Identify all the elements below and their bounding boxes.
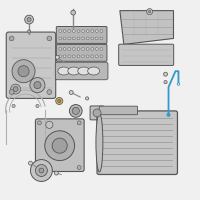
FancyBboxPatch shape [35, 119, 84, 171]
Circle shape [30, 78, 45, 93]
Circle shape [100, 48, 103, 50]
Ellipse shape [88, 67, 100, 75]
Circle shape [39, 168, 44, 173]
Circle shape [86, 97, 89, 100]
Circle shape [45, 131, 75, 161]
FancyBboxPatch shape [99, 106, 138, 115]
Circle shape [69, 90, 73, 94]
FancyBboxPatch shape [90, 106, 104, 120]
Circle shape [63, 37, 66, 40]
Circle shape [164, 81, 167, 84]
Circle shape [34, 82, 41, 89]
Circle shape [100, 37, 103, 40]
Circle shape [68, 37, 71, 40]
Circle shape [91, 37, 94, 40]
Circle shape [18, 66, 29, 77]
Circle shape [95, 30, 98, 32]
Circle shape [59, 30, 62, 32]
Circle shape [177, 83, 180, 85]
Circle shape [36, 104, 39, 108]
Circle shape [63, 55, 66, 58]
Circle shape [68, 30, 71, 32]
Circle shape [47, 36, 52, 41]
Circle shape [30, 160, 52, 181]
Circle shape [27, 18, 31, 22]
Circle shape [100, 55, 103, 58]
Ellipse shape [68, 67, 80, 75]
Circle shape [58, 99, 61, 103]
Circle shape [72, 37, 75, 40]
Circle shape [100, 30, 103, 32]
Circle shape [91, 30, 94, 32]
Circle shape [72, 55, 75, 58]
Circle shape [147, 9, 153, 15]
Circle shape [77, 55, 80, 58]
Circle shape [82, 37, 85, 40]
Circle shape [77, 37, 80, 40]
Circle shape [86, 37, 89, 40]
Circle shape [46, 121, 53, 128]
Circle shape [77, 48, 80, 50]
FancyBboxPatch shape [119, 44, 174, 65]
Circle shape [91, 55, 94, 58]
Circle shape [72, 30, 75, 32]
Circle shape [68, 48, 71, 50]
Circle shape [95, 37, 98, 40]
Circle shape [56, 97, 63, 105]
Circle shape [59, 48, 62, 50]
Circle shape [77, 121, 81, 125]
Circle shape [164, 72, 168, 76]
Circle shape [95, 55, 98, 58]
Ellipse shape [78, 67, 90, 75]
Circle shape [82, 30, 85, 32]
Circle shape [82, 55, 85, 58]
Circle shape [148, 10, 151, 13]
Circle shape [77, 166, 81, 170]
FancyBboxPatch shape [55, 62, 108, 80]
Circle shape [91, 48, 94, 50]
Circle shape [55, 55, 59, 59]
Circle shape [9, 36, 14, 41]
Circle shape [72, 48, 75, 50]
Circle shape [63, 48, 66, 50]
Circle shape [25, 15, 33, 24]
Polygon shape [120, 11, 173, 44]
FancyBboxPatch shape [97, 111, 177, 174]
Circle shape [95, 48, 98, 50]
Ellipse shape [96, 113, 103, 172]
Circle shape [77, 30, 80, 32]
Circle shape [72, 107, 79, 114]
Circle shape [9, 90, 14, 94]
Circle shape [86, 30, 89, 32]
Circle shape [12, 104, 15, 108]
Circle shape [71, 10, 76, 15]
Circle shape [52, 138, 67, 153]
Circle shape [13, 87, 18, 91]
Circle shape [93, 109, 101, 117]
Circle shape [59, 55, 62, 58]
Circle shape [82, 48, 85, 50]
FancyBboxPatch shape [6, 32, 56, 98]
Circle shape [35, 165, 47, 176]
Circle shape [12, 60, 35, 83]
Circle shape [69, 105, 82, 117]
Circle shape [63, 30, 66, 32]
Ellipse shape [58, 67, 70, 75]
Circle shape [37, 121, 41, 125]
Circle shape [54, 171, 58, 175]
Circle shape [86, 48, 89, 50]
Circle shape [28, 161, 32, 165]
Circle shape [167, 113, 170, 116]
Circle shape [37, 166, 41, 170]
Circle shape [47, 90, 52, 94]
Circle shape [28, 30, 31, 33]
Circle shape [11, 84, 21, 94]
FancyBboxPatch shape [56, 44, 107, 61]
FancyBboxPatch shape [56, 27, 107, 43]
Circle shape [86, 55, 89, 58]
Circle shape [68, 55, 71, 58]
Circle shape [59, 37, 62, 40]
